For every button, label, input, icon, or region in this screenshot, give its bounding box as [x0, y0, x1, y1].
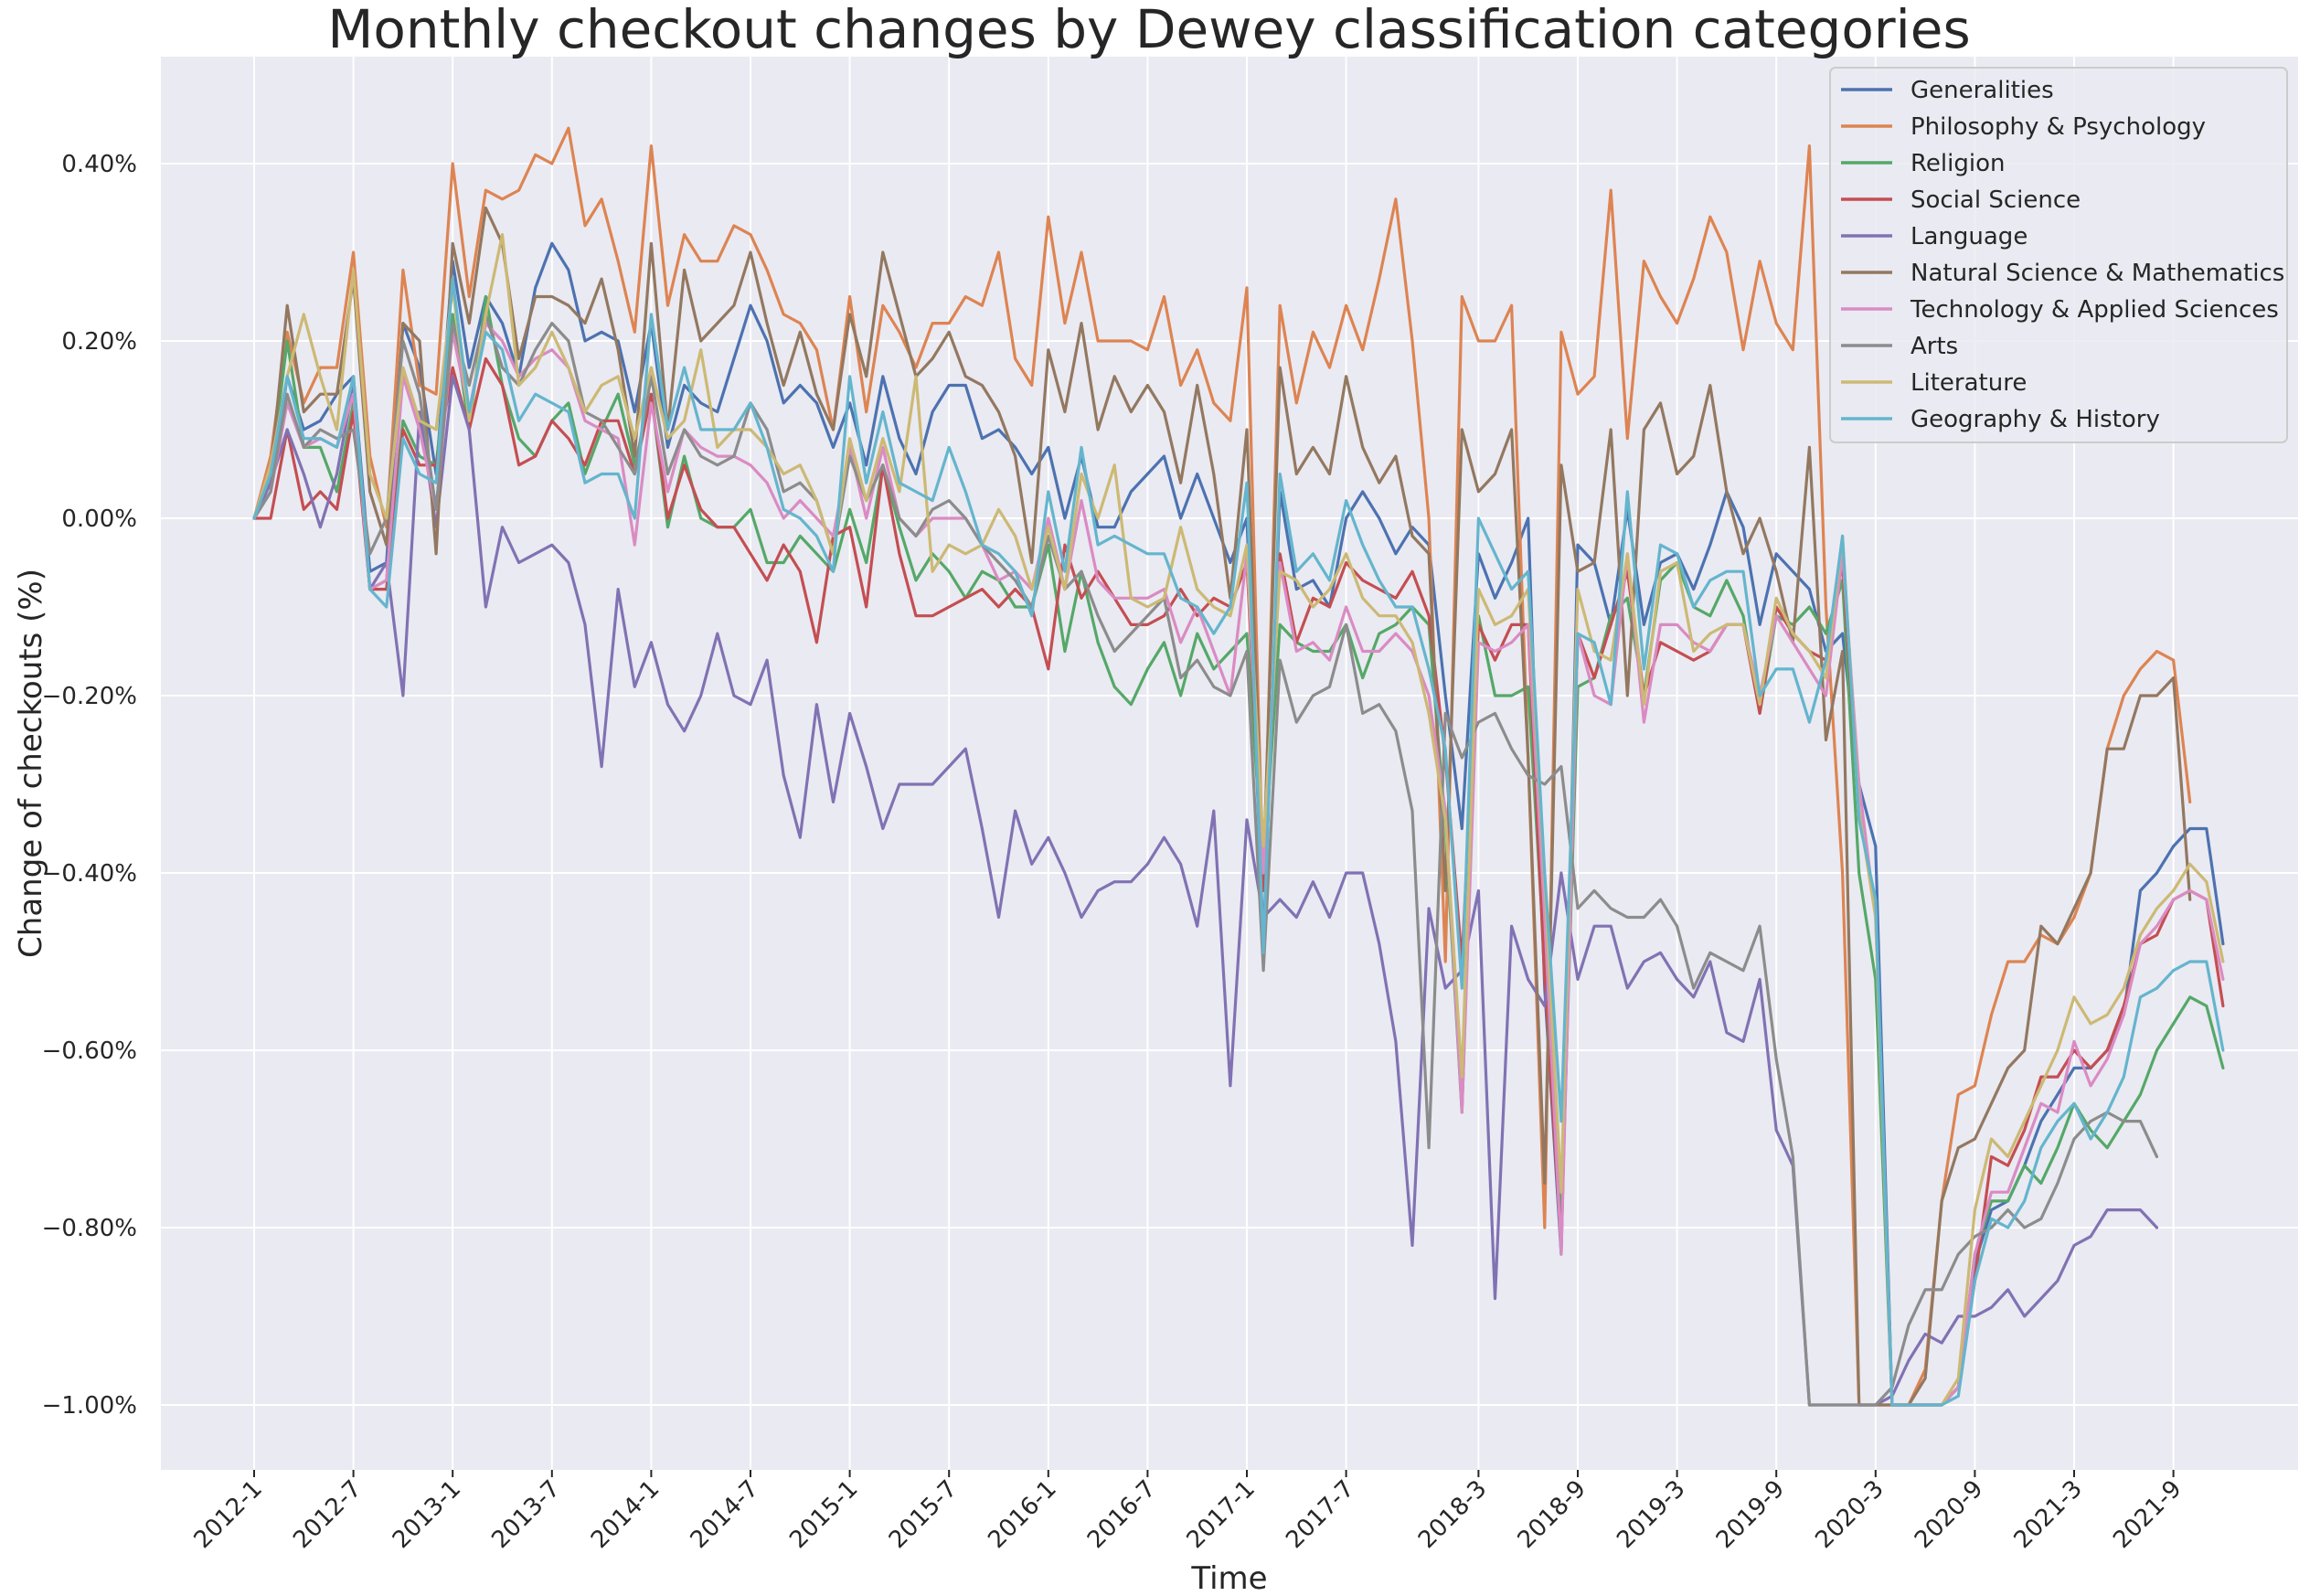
x-tick-label: 2015-1	[784, 1475, 863, 1554]
chart-title: Monthly checkout changes by Dewey classi…	[327, 0, 1970, 60]
x-tick-label: 2020-3	[1810, 1475, 1889, 1554]
series-lines	[252, 126, 2225, 1407]
legend-label-language: Language	[1911, 223, 2028, 250]
y-tick-label: −0.60%	[42, 1037, 137, 1065]
legend-label-literature: Literature	[1911, 369, 2027, 397]
x-tick-label: 2014-1	[586, 1475, 665, 1554]
legend-label-social-science: Social Science	[1911, 186, 2081, 214]
x-axis-label: Time	[1190, 1560, 1267, 1596]
legend-label-religion: Religion	[1911, 150, 2005, 177]
legend-label-geography-history: Geography & History	[1911, 406, 2160, 433]
x-tick-label: 2018-3	[1413, 1475, 1492, 1554]
x-tick-label: 2021-3	[2009, 1475, 2088, 1554]
x-tick-label: 2017-1	[1182, 1475, 1261, 1554]
y-tick-label: 0.40%	[61, 151, 137, 178]
y-tick-label: −0.40%	[42, 860, 137, 888]
y-tick-label: −1.00%	[42, 1392, 137, 1420]
y-tick-label: −0.80%	[42, 1215, 137, 1242]
x-tick-label: 2014-7	[686, 1475, 764, 1554]
y-tick-label: 0.00%	[61, 505, 137, 533]
x-tick-label: 2020-9	[1910, 1475, 1988, 1554]
x-tick-label: 2013-7	[486, 1475, 565, 1554]
x-tick-label: 2013-1	[388, 1475, 466, 1554]
legend-label-philosophy-psychology: Philosophy & Psychology	[1911, 113, 2206, 141]
x-tick-label: 2018-9	[1513, 1475, 1591, 1554]
y-tick-label: 0.20%	[61, 328, 137, 356]
x-tick-label: 2019-9	[1711, 1475, 1790, 1554]
legend-box	[1829, 67, 2288, 443]
series-line-geography-history	[252, 277, 2225, 1407]
x-tick-label: 2012-7	[288, 1475, 367, 1554]
x-tick-label: 2021-9	[2108, 1475, 2187, 1554]
x-tick-label: 2016-7	[1082, 1475, 1161, 1554]
legend-items: Generalities Philosophy & Psychology Relig…	[1841, 77, 2284, 433]
y-axis-label: Change of checkouts (%)	[13, 569, 49, 958]
legend-label-technology-applied-sciences: Technology & Applied Sciences	[1910, 296, 2279, 324]
x-tick-label: 2012-1	[189, 1475, 268, 1554]
x-tick-labels: 2012-1 2012-7 2013-1 2013-7 2014-1 2014-7 2015…	[189, 1470, 2187, 1554]
series-line-arts	[252, 313, 2159, 1407]
x-tick-label: 2019-3	[1612, 1475, 1690, 1554]
x-tick-label: 2015-7	[884, 1475, 963, 1554]
legend-label-arts: Arts	[1911, 333, 1958, 360]
y-tick-label: −0.20%	[42, 683, 137, 710]
legend-label-generalities: Generalities	[1911, 77, 2054, 104]
y-tick-labels: 0.40% 0.20% 0.00% −0.20% −0.40% −0.60% −0.80% −…	[42, 151, 137, 1420]
x-gridlines	[253, 57, 2175, 1470]
x-tick-label: 2017-7	[1281, 1475, 1359, 1554]
legend: Generalities Philosophy & Psychology Relig…	[1829, 67, 2288, 443]
x-tick-label: 2016-1	[983, 1475, 1061, 1554]
legend-label-natural-science-mathematics: Natural Science & Mathematics	[1911, 260, 2284, 287]
